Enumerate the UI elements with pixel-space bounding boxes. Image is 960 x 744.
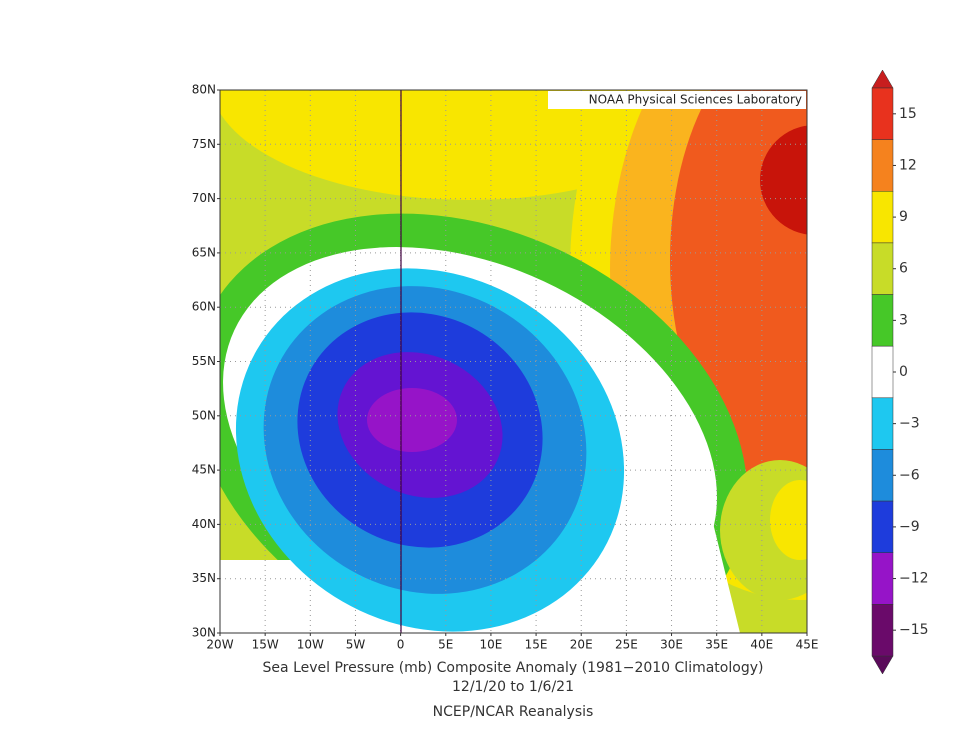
colorbar-band	[871, 397, 894, 450]
credit: NOAA Physical Sciences Laboratory	[589, 93, 802, 107]
colorbar-band	[871, 345, 894, 399]
colorbar-label: 3	[899, 312, 908, 328]
lon-label: 20E	[570, 638, 593, 652]
lon-label: 15W	[252, 638, 279, 652]
date-range: 12/1/20 to 1/6/21	[452, 679, 574, 695]
colorbar-label: 6	[899, 261, 908, 277]
colorbar-label: 0	[899, 364, 908, 380]
lon-label: 10W	[297, 638, 324, 652]
lon-label: 45E	[796, 638, 819, 652]
lon-label: 0	[397, 638, 405, 652]
lon-label: 5E	[438, 638, 453, 652]
lat-label: 55N	[192, 354, 216, 368]
lat-label: 50N	[192, 408, 216, 422]
map-title: Sea Level Pressure (mb) Composite Anomal…	[263, 660, 764, 676]
lat-label: 35N	[192, 571, 216, 585]
colorbar-label: −9	[899, 519, 920, 535]
colorbar-band	[871, 552, 894, 605]
lon-label: 5W	[346, 638, 366, 652]
lat-label: 65N	[192, 245, 216, 259]
colorbar-label: −3	[899, 416, 920, 432]
colorbar-label: −12	[899, 571, 929, 587]
colorbar-label: 15	[899, 106, 917, 122]
contour-field	[220, 90, 807, 633]
lat-label: 45N	[192, 463, 216, 477]
lat-label: 70N	[192, 191, 216, 205]
lon-label: 20W	[206, 638, 233, 652]
graticule	[220, 90, 807, 633]
lat-label: 40N	[192, 517, 216, 531]
colorbar-band	[871, 191, 894, 244]
lat-label: 60N	[192, 300, 216, 314]
colorbar-label: −15	[899, 622, 929, 638]
lat-label: 75N	[192, 137, 216, 151]
lon-label: 40E	[750, 638, 773, 652]
colorbar-band	[871, 294, 894, 347]
colorbar-label: 12	[899, 157, 917, 173]
lat-label: 30N	[192, 626, 216, 640]
lon-label: 30E	[660, 638, 683, 652]
lon-label: 15E	[525, 638, 548, 652]
data-source: NCEP/NCAR Reanalysis	[433, 704, 594, 720]
colorbar-band	[871, 242, 894, 295]
colorbar-under	[871, 655, 894, 675]
colorbar-label: −6	[899, 467, 920, 483]
colorbar-over	[871, 69, 894, 89]
lon-label: 25E	[615, 638, 638, 652]
lat-label: 80N	[192, 83, 216, 97]
colorbar-band	[871, 604, 894, 657]
colorbar-band	[871, 500, 894, 553]
colorbar-band	[871, 139, 894, 192]
colorbar-band	[871, 87, 894, 140]
colorbar-label: 9	[899, 209, 908, 225]
colorbar-band	[871, 449, 894, 502]
credit-box	[548, 91, 806, 109]
lon-label: 10E	[479, 638, 502, 652]
lon-label: 35E	[705, 638, 728, 652]
